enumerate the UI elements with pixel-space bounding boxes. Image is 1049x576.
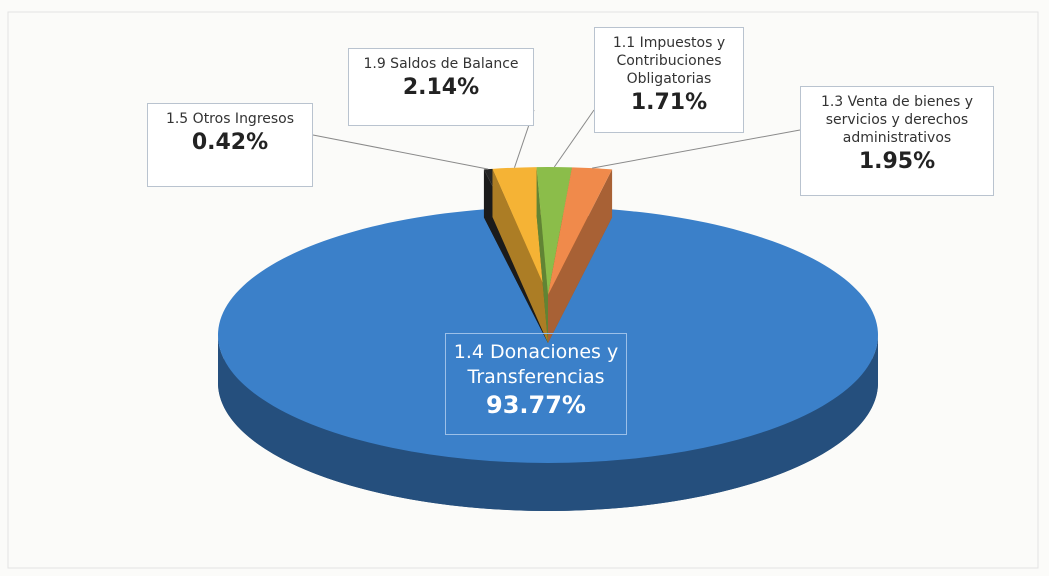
value-label: 2.14%: [402, 75, 480, 100]
data-callout: 1.5 Otros Ingresos 0.42%: [147, 103, 313, 187]
slice-top: [548, 167, 613, 295]
leader-line: [312, 134, 489, 170]
data-callout: 1.4 Donaciones y Transferencias 93.77%: [445, 333, 627, 435]
pie-slice: [548, 167, 613, 343]
category-label: 1.3 Venta de bienes y servicios y derech…: [820, 94, 974, 146]
data-callout: 1.9 Saldos de Balance 2.14%: [348, 48, 534, 126]
value-label: 1.71%: [630, 90, 708, 115]
leader-line: [553, 109, 595, 168]
slice-side: [492, 168, 548, 343]
category-label: 1.1 Impuestos y Contribuciones Obligator…: [612, 35, 726, 87]
slice-top: [536, 166, 573, 295]
data-callout: 1.3 Venta de bienes y servicios y derech…: [800, 86, 994, 196]
chart-frame: [7, 11, 1039, 569]
slice-wall: [218, 335, 878, 511]
category-label: 1.5 Otros Ingresos: [165, 111, 295, 127]
slice-side: [548, 169, 613, 343]
value-label: 1.95%: [858, 149, 936, 174]
value-label: 0.42%: [191, 130, 269, 155]
value-label: 93.77%: [486, 391, 586, 419]
leader-line: [592, 129, 801, 169]
slice-side: [536, 167, 548, 343]
data-callout: 1.1 Impuestos y Contribuciones Obligator…: [594, 27, 744, 133]
category-label: 1.4 Donaciones y Transferencias: [453, 341, 619, 388]
category-label: 1.9 Saldos de Balance: [363, 56, 519, 72]
slice-top: [492, 167, 548, 295]
